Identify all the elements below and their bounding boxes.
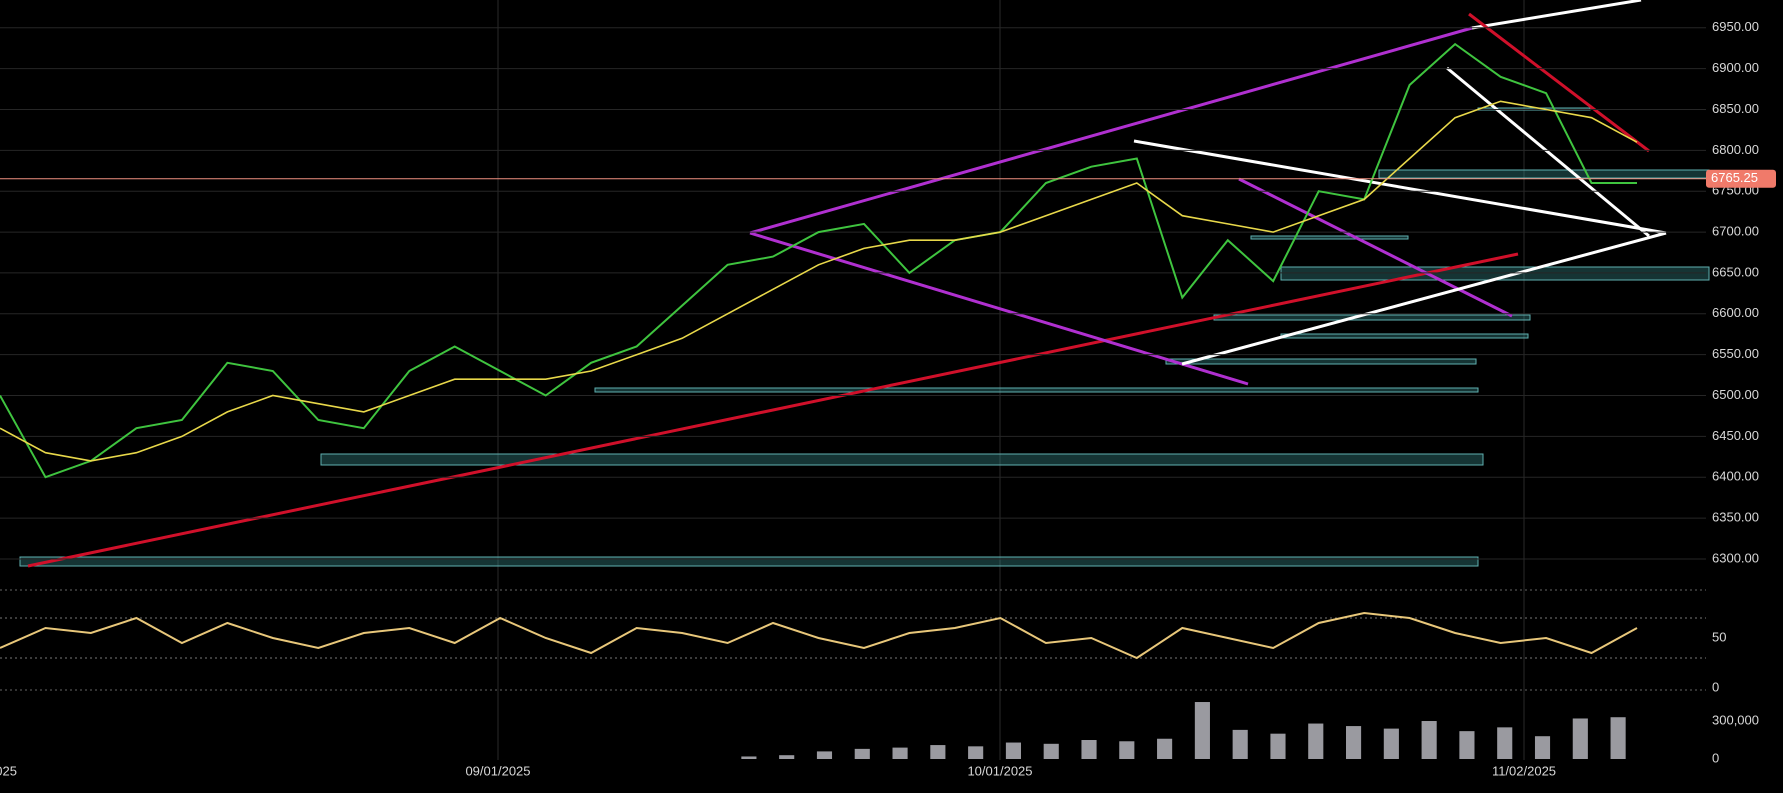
volume-bar [854, 748, 870, 759]
volume-bar [930, 745, 946, 759]
volume-bar [1308, 723, 1324, 759]
zone [1165, 358, 1477, 365]
trendline [1238, 177, 1513, 318]
zone [1378, 169, 1710, 179]
volume-bar [1383, 728, 1399, 759]
volume-bar [816, 751, 833, 759]
trendline [749, 26, 1473, 235]
trendline [1446, 66, 1650, 238]
volume-bar [1194, 702, 1210, 759]
y-tick-label: 0 [1712, 750, 1719, 765]
volume-bar [892, 747, 908, 759]
y-tick-label: 6950.00 [1712, 19, 1759, 34]
trendline [27, 252, 1519, 568]
y-tick-label: 6300.00 [1712, 550, 1759, 565]
y-tick-label: 6400.00 [1712, 469, 1759, 484]
volume-bar [1346, 726, 1362, 759]
y-tick-label: 6500.00 [1712, 387, 1759, 402]
trendlines [27, 0, 1667, 568]
volume-bar [779, 755, 795, 759]
volume-bar [1157, 738, 1173, 759]
volume-bar [1610, 717, 1626, 759]
y-tick-label: 6650.00 [1712, 264, 1759, 279]
trendline [1181, 231, 1667, 366]
series-line [0, 100, 1638, 462]
y-tick-label: 6850.00 [1712, 101, 1759, 116]
zone [1250, 235, 1409, 240]
y-tick-label: 6900.00 [1712, 60, 1759, 75]
y-tick-label: 6800.00 [1712, 142, 1759, 157]
y-tick-label: 6350.00 [1712, 510, 1759, 525]
volume-bar [1005, 742, 1021, 759]
trendline [749, 231, 1249, 386]
y-tick-label: 6700.00 [1712, 224, 1759, 239]
volume-bar [1232, 729, 1248, 759]
trendline [1471, 0, 1642, 30]
y-tick-label: 6550.00 [1712, 346, 1759, 361]
volume-bar [741, 756, 757, 759]
trendline [1468, 12, 1650, 153]
zone [1280, 333, 1529, 339]
trendline [1133, 139, 1667, 235]
volume-bar [1119, 741, 1135, 759]
volume-bar [1497, 727, 1513, 759]
last-price-box [1706, 169, 1776, 188]
volume-bar [1572, 718, 1588, 759]
volume-bar [1459, 731, 1475, 759]
volume-bar [1270, 733, 1286, 759]
last-price-label: 6765.25 [1711, 170, 1758, 185]
volume-bar [1081, 740, 1097, 759]
y-tick-label: 300,000 [1712, 712, 1759, 727]
y-tick-label: 0 [1712, 679, 1719, 694]
volume-bar [1534, 736, 1551, 759]
zone [1213, 314, 1531, 321]
volume-bar [1043, 743, 1059, 759]
zone [594, 387, 1479, 393]
y-tick-label: 50 [1712, 629, 1726, 644]
y-tick-label: 6600.00 [1712, 305, 1759, 320]
series-line [0, 611, 1638, 660]
volume-bar [1421, 721, 1437, 759]
zone [19, 556, 1479, 567]
volume-bar [968, 746, 984, 759]
x-tick-label: 10/01/2025 [967, 763, 1032, 778]
x-tick-label: 09/01/2025 [465, 763, 530, 778]
y-tick-label: 6450.00 [1712, 428, 1759, 443]
support-zones [19, 107, 1710, 567]
zone [320, 453, 1484, 466]
x-tick-label: 01/2025 [0, 763, 17, 778]
x-tick-label: 11/02/2025 [1492, 763, 1556, 778]
